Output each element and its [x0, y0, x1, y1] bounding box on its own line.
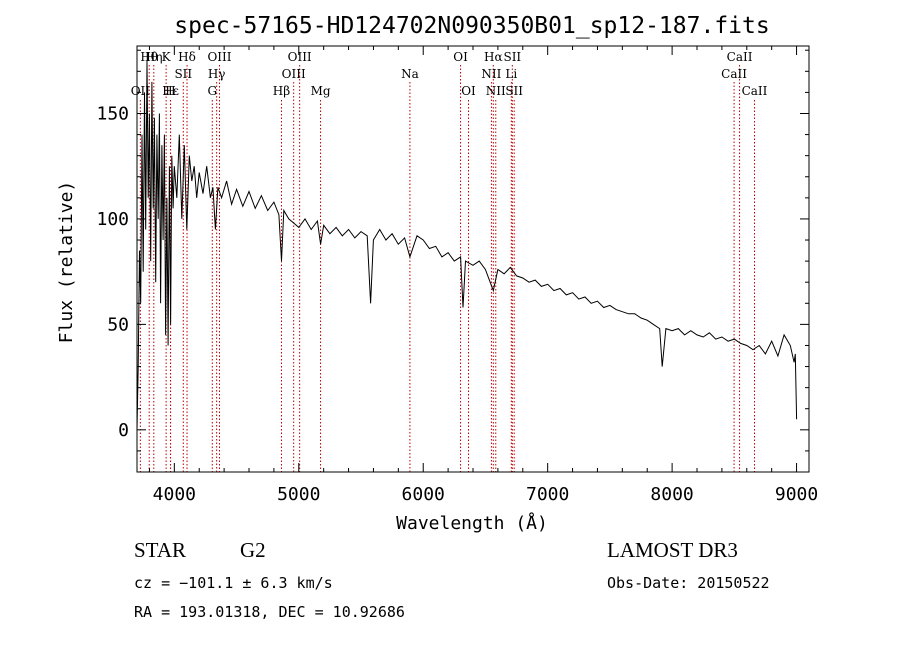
x-axis: 4000 5000 6000 7000 8000 9000: [148, 46, 818, 505]
line-label-18: Hα: [484, 50, 503, 64]
line-label-16: OI: [453, 50, 468, 64]
line-label-15: Na: [401, 67, 419, 81]
y-axis-label: Flux (relative): [56, 181, 77, 344]
line-label-20: NII: [486, 84, 506, 98]
chart-title: spec-57165-HD124702N090350B01_sp12-187.f…: [174, 13, 769, 39]
x-tick-label: 4000: [153, 484, 196, 505]
y-tick-label: 100: [96, 209, 129, 230]
line-label-22: SII: [505, 84, 523, 98]
line-label-24: CaII: [721, 67, 747, 81]
survey-name: LAMOST DR3: [607, 538, 738, 562]
y-tick-label: 50: [107, 314, 129, 335]
x-axis-label: Wavelength (Å): [396, 512, 548, 534]
y-tick-label: 150: [96, 103, 129, 124]
spectrum-line: [136, 60, 798, 430]
line-label-4: H: [165, 84, 175, 98]
line-label-3: K: [162, 50, 172, 64]
subclass: G2: [240, 538, 266, 562]
x-tick-label: 8000: [650, 484, 693, 505]
line-label-10: SII: [174, 67, 192, 81]
line-label-7: OIII: [207, 50, 231, 64]
line-label-11: Hβ: [273, 84, 290, 98]
observation-date: Obs-Date: 20150522: [607, 574, 770, 592]
line-label-8: Hγ: [208, 67, 226, 81]
line-label-19: NII: [481, 67, 501, 81]
line-label-23: Li: [505, 67, 517, 81]
line-label-21: SII: [503, 50, 521, 64]
line-label-0: OII: [131, 84, 151, 98]
spectrum-chart: spec-57165-HD124702N090350B01_sp12-187.f…: [56, 13, 818, 534]
line-label-12: OIII: [282, 67, 306, 81]
line-label-5: Hε: [162, 84, 179, 98]
line-label-14: Mg: [311, 84, 331, 98]
line-label-9: G: [207, 84, 217, 98]
line-label-25: CaII: [727, 50, 753, 64]
line-label-26: CaII: [742, 84, 768, 98]
line-label-1: Hθ: [140, 50, 158, 64]
y-tick-label: 0: [118, 420, 129, 441]
line-label-17: OI: [461, 84, 476, 98]
y-axis: 0 50 100 150: [96, 49, 809, 452]
x-tick-label: 9000: [775, 484, 818, 505]
line-label-2: Hη: [145, 50, 163, 64]
x-tick-label: 7000: [526, 484, 569, 505]
spectral-line-markers: [139, 65, 755, 472]
x-tick-label: 6000: [402, 484, 445, 505]
x-tick-label: 5000: [277, 484, 320, 505]
coordinates: RA = 193.01318, DEC = 10.92686: [134, 603, 405, 621]
redshift-velocity: cz = −101.1 ± 6.3 km/s: [134, 574, 333, 592]
object-class: STAR: [134, 538, 186, 562]
plot-frame: [136, 45, 810, 473]
line-label-13: OIII: [288, 50, 312, 64]
line-label-6: Hδ: [178, 50, 196, 64]
